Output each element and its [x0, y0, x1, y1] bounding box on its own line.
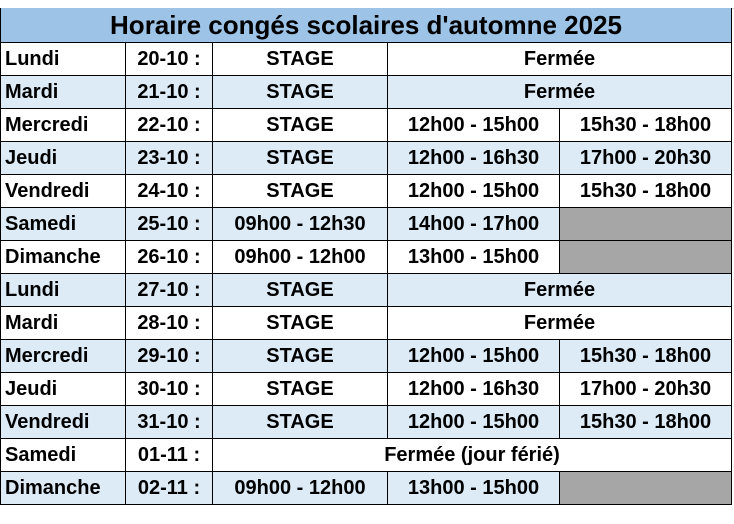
day-cell[interactable]: Vendredi	[0, 174, 126, 208]
date-cell[interactable]: 02-11 :	[125, 471, 213, 505]
table-row: Jeudi 30-10 : STAGE 12h00 - 16h30 17h00 - 20…	[0, 372, 733, 406]
time-cell[interactable]: 09h00 - 12h30	[212, 207, 388, 241]
time-cell[interactable]: 17h00 - 20h30	[558, 141, 733, 175]
time-cell[interactable]: STAGE	[212, 75, 388, 109]
time-cell[interactable]: STAGE	[212, 405, 388, 439]
date-cell[interactable]: 01-11 :	[125, 438, 213, 472]
date-cell[interactable]: 28-10 :	[125, 306, 213, 340]
date-cell[interactable]: 24-10 :	[125, 174, 213, 208]
table-row: Samedi 01-11 : Fermée (jour férié)	[0, 438, 733, 472]
day-cell[interactable]: Samedi	[0, 438, 126, 472]
table-row: Mardi 21-10 : STAGE Fermée	[0, 75, 733, 109]
day-cell[interactable]: Dimanche	[0, 471, 126, 505]
date-cell[interactable]: 27-10 :	[125, 273, 213, 307]
day-cell[interactable]: Mercredi	[0, 339, 126, 373]
time-cell[interactable]: 13h00 - 15h00	[387, 240, 560, 274]
time-cell[interactable]: 17h00 - 20h30	[558, 372, 733, 406]
day-cell[interactable]: Lundi	[0, 273, 126, 307]
time-cell[interactable]: 15h30 - 18h00	[558, 405, 733, 439]
time-cell[interactable]: STAGE	[212, 108, 388, 142]
schedule-table: Horaire congés scolaires d'automne 2025 …	[0, 8, 733, 505]
date-cell[interactable]: 29-10 :	[125, 339, 213, 373]
time-cell[interactable]: Fermée	[386, 306, 733, 340]
date-cell[interactable]: 31-10 :	[125, 405, 213, 439]
table-row: Mardi 28-10 : STAGE Fermée	[0, 306, 733, 340]
date-cell[interactable]: 30-10 :	[125, 372, 213, 406]
table-row: Dimanche 26-10 :09h00 - 12h00 13h00 - 15h0…	[0, 240, 733, 274]
time-cell[interactable]: 12h00 - 15h00	[387, 339, 560, 373]
schedule-sheet: Horaire congés scolaires d'automne 2025 …	[0, 8, 733, 505]
day-cell[interactable]: Mardi	[0, 75, 126, 109]
date-cell[interactable]: 20-10 :	[125, 42, 213, 76]
time-cell[interactable]: STAGE	[212, 174, 388, 208]
date-cell[interactable]: 21-10 :	[125, 75, 213, 109]
time-cell[interactable]: Fermée	[386, 273, 733, 307]
empty-cell[interactable]	[558, 240, 733, 274]
date-cell[interactable]: 22-10 :	[125, 108, 213, 142]
day-cell[interactable]: Vendredi	[0, 405, 126, 439]
day-cell[interactable]: Dimanche	[0, 240, 126, 274]
time-cell[interactable]: 12h00 - 16h30	[387, 372, 560, 406]
time-cell[interactable]: Fermée	[386, 42, 733, 76]
table-row: Lundi 20-10 : STAGE Fermée	[0, 42, 733, 76]
time-cell[interactable]: 12h00 - 15h00	[387, 108, 560, 142]
time-cell[interactable]: 12h00 - 16h30	[387, 141, 560, 175]
time-cell[interactable]: Fermée (jour férié)	[211, 438, 733, 472]
time-cell[interactable]: 15h30 - 18h00	[558, 174, 733, 208]
day-cell[interactable]: Mercredi	[0, 108, 126, 142]
time-cell[interactable]: 14h00 - 17h00	[387, 207, 560, 241]
empty-cell[interactable]	[558, 471, 733, 505]
day-cell[interactable]: Lundi	[0, 42, 126, 76]
date-cell[interactable]: 23-10 :	[125, 141, 213, 175]
table-row: Jeudi 23-10 : STAGE 12h00 - 16h30 17h00 - 20…	[0, 141, 733, 175]
empty-cell[interactable]	[558, 207, 733, 241]
time-cell[interactable]: STAGE	[212, 273, 388, 307]
date-cell[interactable]: 25-10 :	[125, 207, 213, 241]
time-cell[interactable]: Fermée	[386, 75, 733, 109]
time-cell[interactable]: 12h00 - 15h00	[387, 405, 560, 439]
time-cell[interactable]: STAGE	[212, 339, 388, 373]
day-cell[interactable]: Samedi	[0, 207, 126, 241]
time-cell[interactable]: STAGE	[212, 42, 388, 76]
time-cell[interactable]: 15h30 - 18h00	[558, 339, 733, 373]
table-row: Vendredi 24-10 : STAGE 12h00 - 15h00 15h30 -…	[0, 174, 733, 208]
day-cell[interactable]: Jeudi	[0, 372, 126, 406]
day-cell[interactable]: Mardi	[0, 306, 126, 340]
time-cell[interactable]: STAGE	[212, 306, 388, 340]
table-row: Mercredi 29-10 : STAGE 12h00 - 15h00 15h30 -…	[0, 339, 733, 373]
date-cell[interactable]: 26-10 :	[125, 240, 213, 274]
time-cell[interactable]: 09h00 - 12h00	[212, 240, 388, 274]
table-row: Vendredi 31-10 : STAGE 12h00 - 15h00 15h30 -…	[0, 405, 733, 439]
page-title: Horaire congés scolaires d'automne 2025	[0, 8, 733, 43]
time-cell[interactable]: 09h00 - 12h00	[212, 471, 388, 505]
time-cell[interactable]: 15h30 - 18h00	[558, 108, 733, 142]
table-row: Mercredi 22-10 : STAGE 12h00 - 15h00 15h30 -…	[0, 108, 733, 142]
time-cell[interactable]: STAGE	[212, 372, 388, 406]
day-cell[interactable]: Jeudi	[0, 141, 126, 175]
table-row: Lundi 27-10 : STAGE Fermée	[0, 273, 733, 307]
table-row: Samedi 25-10 :09h00 - 12h30 14h00 - 17h00	[0, 207, 733, 241]
time-cell[interactable]: 12h00 - 15h00	[387, 174, 560, 208]
time-cell[interactable]: 13h00 - 15h00	[387, 471, 560, 505]
time-cell[interactable]: STAGE	[212, 141, 388, 175]
table-row: Dimanche 02-11 :09h00 - 12h00 13h00 - 15h0…	[0, 471, 733, 505]
